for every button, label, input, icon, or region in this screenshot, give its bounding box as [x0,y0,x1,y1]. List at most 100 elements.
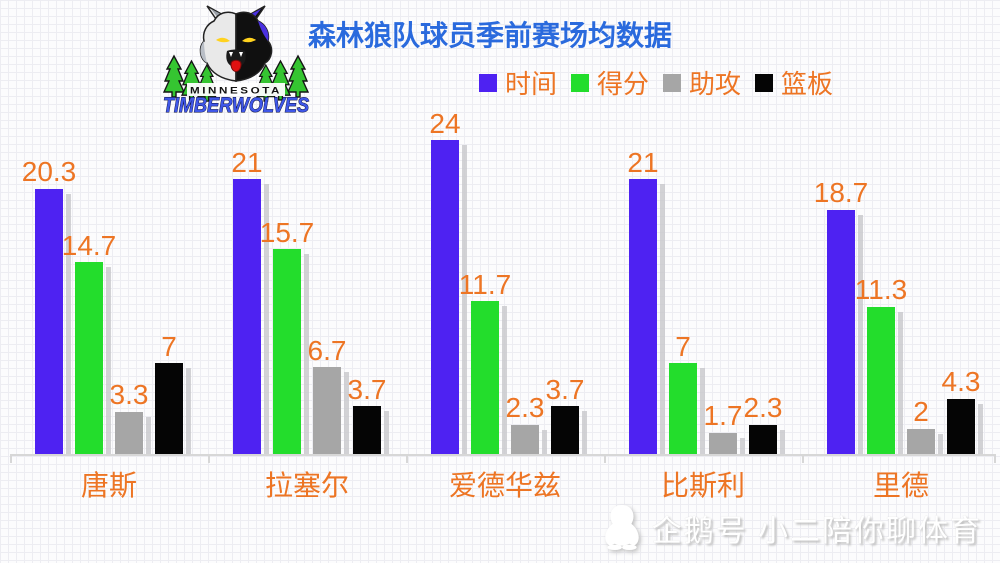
bar-value-label: 2.3 [505,392,545,424]
category-label-2: 拉塞尔 [264,470,349,501]
bar-cell-s2-g1: 14.7 [62,230,116,456]
bar-cell-s1-g3: 24 [429,108,467,456]
x-axis [10,454,996,464]
chart-title: 森林狼队球员季前赛场均数据 [307,20,673,51]
bar-cell-s3-g5: 2 [907,397,943,457]
bar-1-3 [431,140,467,456]
bar-group-5: 18.7 11.3 2 4.3 [802,0,1000,457]
bar-value-label: 7 [675,330,691,362]
category-label-5: 里德 [872,470,929,501]
legend-swatch-icon [755,73,774,92]
bar-cell-s3-g4: 1.7 [704,401,745,457]
bar-cell-s2-g4: 7 [669,331,705,456]
axis-tick-3 [406,454,408,463]
bar-3-4 [709,432,745,457]
bar-cell-s4-g2: 3.7 [348,375,389,456]
axis-tick-4 [604,454,606,463]
bar-cell-s4-g5: 4.3 [942,367,983,457]
x-axis-labels: 唐斯 拉塞尔 爱德华兹 比斯利 里德 [10,464,1000,504]
timberwolves-logo: MINNESOTA TIMBERWOLVES [163,5,310,117]
axis-tick-6 [994,454,996,463]
bar-1-1 [35,188,71,457]
bar-3-1 [115,411,151,457]
bar-cell-s2-g2: 15.7 [260,217,314,457]
bar-value-label: 3.7 [347,374,387,406]
bar-1-4 [629,179,665,456]
watermark-text: 企鹅号 小二陪你聊体育 [651,514,982,548]
bar-3-3 [511,424,547,457]
bar-2-5 [867,306,903,457]
bar-4-2 [353,406,389,456]
chart-legend: 时间 得分 助攻 篮板 [479,64,833,101]
bar-value-label: 7 [161,330,177,362]
bar-value-label: 2.3 [743,392,783,424]
bar-cell-s4-g4: 2.3 [744,393,785,457]
bar-cell-s1-g5: 18.7 [814,178,868,457]
bar-3-5 [907,428,943,457]
bar-cell-s4-g3: 3.7 [546,375,587,456]
bar-4-5 [947,398,983,457]
bar-group-4: 21 7 1.7 2.3 [604,0,802,457]
bar-value-label: 11.7 [458,269,512,301]
bar-2-2 [273,248,309,457]
category-label-3: 爱德华兹 [448,470,561,501]
legend-swatch-icon [663,73,682,92]
bar-value-label: 14.7 [61,229,117,261]
bar-value-label: 11.3 [854,274,908,306]
watermark: 企鹅号 小二陪你聊体育 [604,504,982,551]
bar-cell-s3-g1: 3.3 [110,380,151,457]
bar-1-5 [827,209,863,457]
bar-cell-s2-g5: 11.3 [855,275,907,457]
legend-label: 助攻 [689,69,742,99]
category-label-1: 唐斯 [80,470,137,501]
legend-item-2: 得分 [571,64,649,101]
legend-item-3: 助攻 [663,64,741,101]
bar-value-label: 3.7 [545,374,585,406]
bar-3-2 [313,367,349,456]
axis-tick-1 [10,454,12,463]
bar-value-label: 15.7 [259,216,315,248]
bar-1-2 [233,179,269,456]
bar-plot: 20.3 14.7 3.3 7 21 15.7 6.7 3.7 24 11.7 2.3 3.7 21 7 1… [10,0,1000,457]
bar-group-2: 21 15.7 6.7 3.7 [208,0,406,457]
bar-cell-s3-g3: 2.3 [506,393,547,457]
bar-4-3 [551,406,587,456]
bar-cell-s1-g2: 21 [231,148,269,456]
bar-value-label: 20.3 [21,156,77,188]
legend-label: 时间 [505,69,558,99]
bar-value-label: 3.3 [109,379,149,411]
bar-value-label: 18.7 [813,177,869,209]
logo-top-text: MINNESOTA [190,86,282,96]
bar-cell-s1-g4: 21 [627,148,665,456]
bar-2-3 [471,301,507,456]
x-axis-line [10,454,996,456]
legend-item-1: 时间 [479,64,557,101]
bar-4-4 [749,424,785,457]
logo-bottom-text: TIMBERWOLVES [163,94,309,117]
legend-swatch-icon [479,73,497,92]
bar-cell-s2-g3: 11.7 [459,270,511,456]
bar-cell-s1-g1: 20.3 [22,157,76,457]
legend-label: 篮板 [781,69,834,99]
axis-tick-5 [802,454,804,463]
axis-tick-2 [208,454,210,463]
bar-value-label: 21 [627,146,659,178]
legend-label: 得分 [597,69,650,99]
bar-value-label: 6.7 [307,334,347,366]
category-label-4: 比斯利 [660,470,745,501]
wolf-head-icon [199,5,273,82]
logo-banner [187,83,285,96]
bar-cell-s4-g1: 7 [155,331,191,456]
bar-cell-s3-g2: 6.7 [308,335,349,456]
bar-group-3: 24 11.7 2.3 3.7 [406,0,604,457]
bar-4-1 [155,363,191,456]
legend-swatch-icon [571,73,590,92]
bar-value-label: 21 [231,146,263,178]
bar-2-4 [669,363,705,456]
bar-group-1: 20.3 14.7 3.3 7 [10,0,208,457]
bar-value-label: 24 [429,107,461,139]
bar-value-label: 1.7 [703,400,743,432]
bar-value-label: 2 [913,396,929,428]
bar-value-label: 4.3 [941,366,981,398]
